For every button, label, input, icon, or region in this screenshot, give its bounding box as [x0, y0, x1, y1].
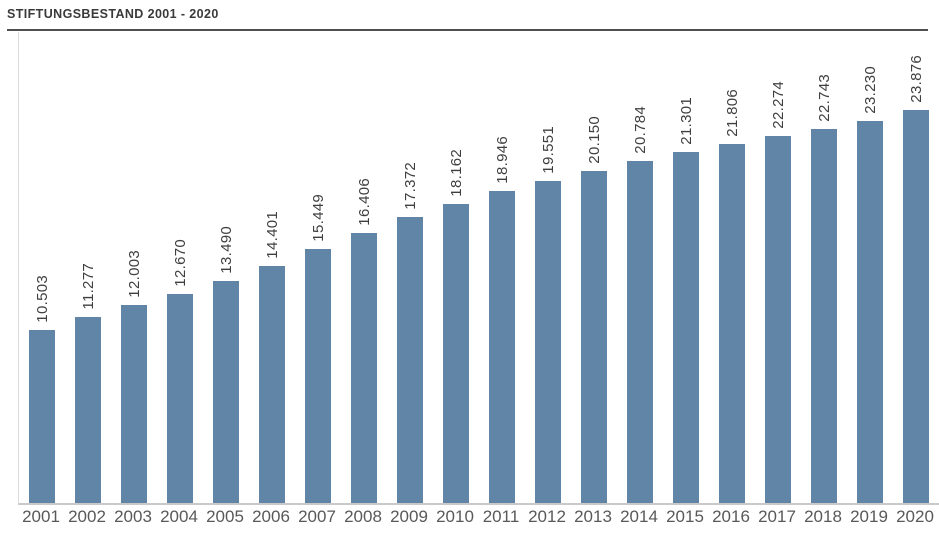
- x-axis-tick-label: 2005: [206, 507, 244, 526]
- bar: [581, 171, 607, 503]
- x-axis-tick-label: 2002: [68, 507, 106, 526]
- bar-column: 10.503: [19, 32, 65, 503]
- bar-column: 18.946: [479, 32, 525, 503]
- x-axis-tick-label: 2007: [298, 507, 336, 526]
- bar-column: 19.551: [525, 32, 571, 503]
- bar-value-label: 14.401: [263, 211, 281, 259]
- x-axis-tick-label: 2012: [528, 507, 566, 526]
- x-axis-tick-label: 2020: [896, 507, 934, 526]
- bar-value-label: 22.743: [815, 74, 833, 122]
- bar: [765, 136, 791, 503]
- bar: [443, 204, 469, 503]
- bar-value-label: 20.784: [631, 106, 649, 154]
- bar-value-label: 23.230: [861, 66, 879, 114]
- bar-value-label: 19.551: [539, 126, 557, 174]
- chart-title: STIFTUNGSBESTAND 2001 - 2020: [7, 7, 219, 21]
- x-axis-tick-label: 2015: [666, 507, 704, 526]
- plot-area: 10.503 11.277 12.003 12.670 13.490 14.401 15.4…: [18, 32, 939, 505]
- bar-value-label: 22.274: [769, 81, 787, 129]
- bar: [673, 152, 699, 503]
- bar-column: 12.670: [157, 32, 203, 503]
- x-axis: 2001 2002 2003 2004 2005 2006 2007 2008 2009 2010…: [18, 507, 938, 527]
- bar-column: 16.406: [341, 32, 387, 503]
- x-axis-tick-label: 2008: [344, 507, 382, 526]
- x-axis-tick-label: 2004: [160, 507, 198, 526]
- bar-value-label: 18.162: [447, 149, 465, 197]
- x-axis-tick-label: 2013: [574, 507, 612, 526]
- bar-column: 18.162: [433, 32, 479, 503]
- bar-value-label: 15.449: [309, 194, 327, 242]
- bar-value-label: 18.946: [493, 136, 511, 184]
- bar-column: 23.876: [893, 32, 939, 503]
- bar-value-label: 11.277: [79, 263, 97, 310]
- x-axis-tick-label: 2018: [804, 507, 842, 526]
- bar: [167, 294, 193, 503]
- bar: [627, 161, 653, 503]
- x-axis-tick-label: 2014: [620, 507, 658, 526]
- x-axis-tick-label: 2011: [482, 507, 520, 526]
- bar-column: 23.230: [847, 32, 893, 503]
- bar-column: 12.003: [111, 32, 157, 503]
- bar: [305, 249, 331, 503]
- x-axis-tick-label: 2010: [436, 507, 474, 526]
- x-axis-tick-label: 2009: [390, 507, 428, 526]
- bar: [489, 191, 515, 503]
- bar-value-label: 23.876: [907, 55, 925, 103]
- bar-value-label: 10.503: [33, 275, 51, 323]
- x-axis-tick-label: 2017: [758, 507, 796, 526]
- bar-column: 21.301: [663, 32, 709, 503]
- bar: [351, 233, 377, 503]
- bar-column: 13.490: [203, 32, 249, 503]
- x-axis-tick-label: 2016: [712, 507, 750, 526]
- title-rule-divider: [7, 29, 928, 31]
- bar-value-label: 17.372: [401, 162, 419, 210]
- bar-column: 15.449: [295, 32, 341, 503]
- bar: [75, 317, 101, 503]
- bar-column: 17.372: [387, 32, 433, 503]
- bar: [811, 129, 837, 503]
- bar-column: 22.274: [755, 32, 801, 503]
- bar-value-label: 12.003: [125, 250, 143, 298]
- x-axis-tick-label: 2003: [114, 507, 152, 526]
- bar: [903, 110, 929, 503]
- bar-column: 20.784: [617, 32, 663, 503]
- bar-column: 21.806: [709, 32, 755, 503]
- bar: [719, 144, 745, 503]
- bar: [397, 217, 423, 503]
- bar-value-label: 16.406: [355, 178, 373, 226]
- bar: [857, 121, 883, 503]
- bar: [259, 266, 285, 503]
- bar-value-label: 21.806: [723, 89, 741, 137]
- bar-value-label: 20.150: [585, 116, 603, 164]
- bar-value-label: 12.670: [171, 239, 189, 287]
- bar-value-label: 13.490: [217, 226, 235, 274]
- bar: [213, 281, 239, 503]
- bar-column: 14.401: [249, 32, 295, 503]
- bar-column: 11.277: [65, 32, 111, 503]
- x-axis-tick-label: 2001: [22, 507, 60, 526]
- x-axis-tick-label: 2019: [850, 507, 888, 526]
- bar-column: 20.150: [571, 32, 617, 503]
- bar: [535, 181, 561, 503]
- bar: [121, 305, 147, 503]
- x-axis-tick-label: 2006: [252, 507, 290, 526]
- bar: [29, 330, 55, 503]
- bar-column: 22.743: [801, 32, 847, 503]
- bar-value-label: 21.301: [677, 97, 695, 145]
